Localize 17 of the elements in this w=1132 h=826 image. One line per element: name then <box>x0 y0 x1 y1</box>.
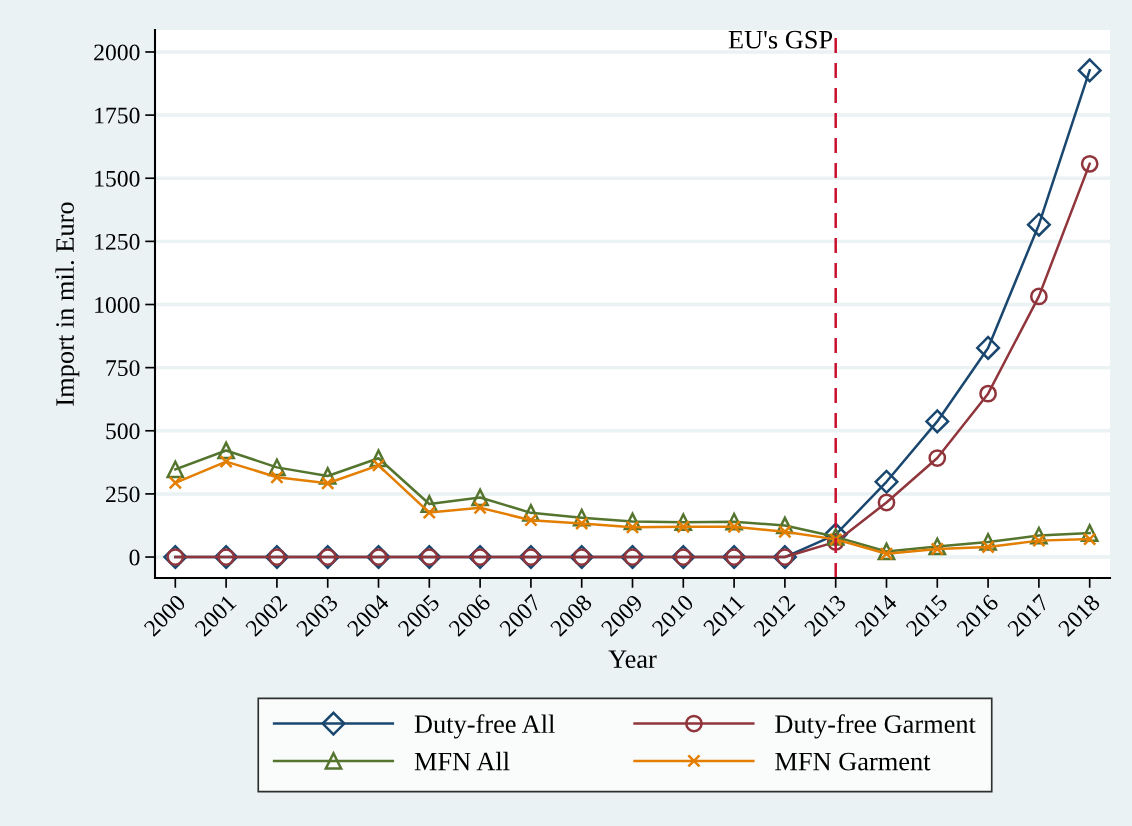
ref-line-label: EU's GSP <box>728 30 833 49</box>
legend-label: Duty-free All <box>414 714 555 739</box>
y-tick-label: 500 <box>106 423 140 440</box>
x-axis-title: Year <box>608 650 657 669</box>
legend-label: Duty-free Garment <box>775 714 976 739</box>
legend-label: MFN All <box>414 751 510 771</box>
y-tick-label: 1500 <box>95 170 140 187</box>
x-tick-label: 2011 <box>702 594 745 637</box>
y-tick-label: 250 <box>106 486 140 503</box>
y-tick-label: 1250 <box>95 233 140 250</box>
y-tick-label: 2000 <box>94 44 140 61</box>
y-tick-label: 750 <box>106 360 140 377</box>
y-tick-label: 0 <box>129 549 140 566</box>
y-tick-label: 1000 <box>95 297 140 313</box>
y-axis-title: Import in mil. Euro <box>55 202 80 406</box>
legend-label: MFN Garment <box>775 752 931 771</box>
y-tick-label: 1750 <box>95 107 140 124</box>
